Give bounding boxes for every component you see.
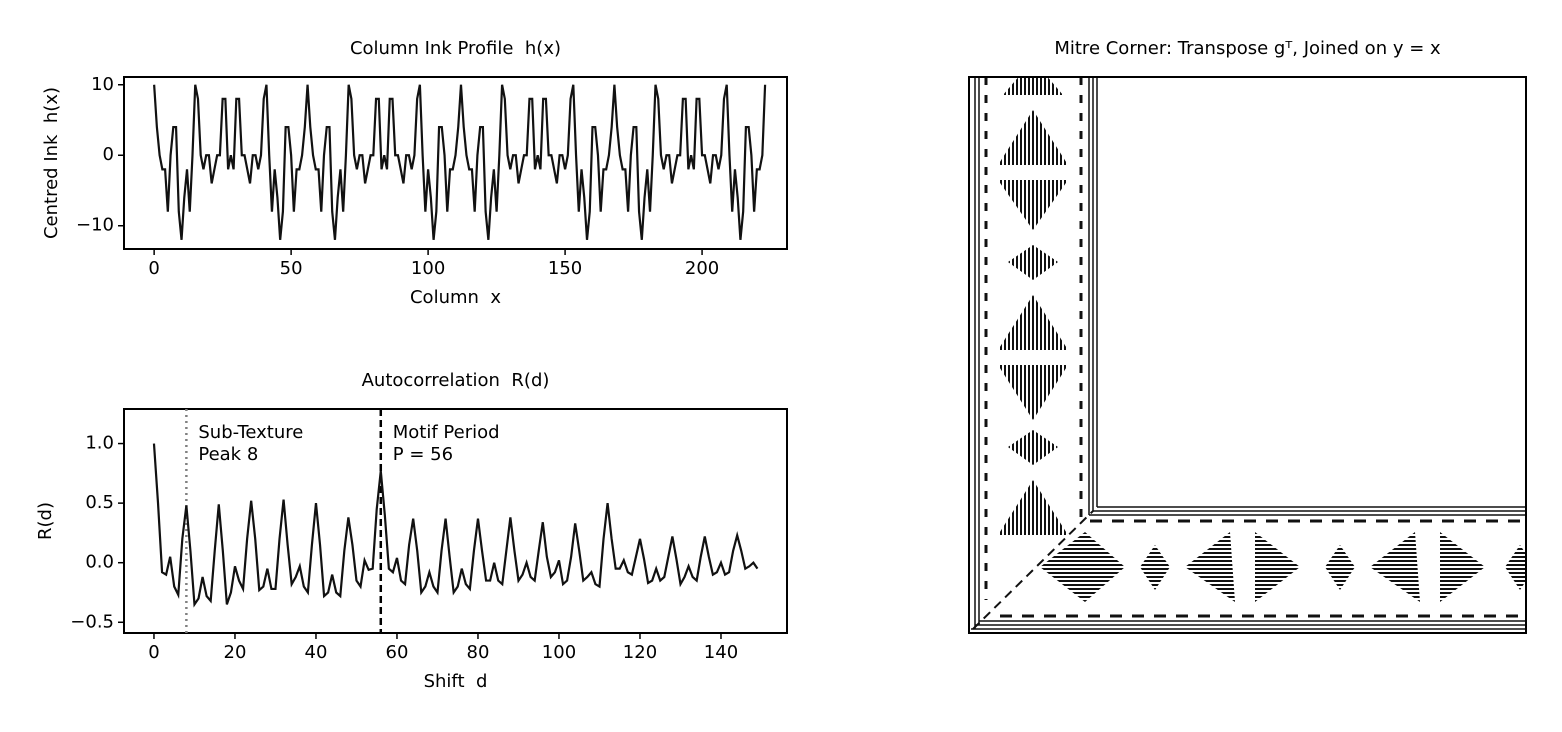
x-axis-label: Shift d bbox=[424, 671, 488, 692]
x-tick-label: 40 bbox=[305, 642, 328, 663]
x-tick-label: 20 bbox=[224, 642, 247, 663]
mitre-image bbox=[971, 77, 1526, 630]
x-tick-label: 0 bbox=[148, 258, 159, 279]
x-tick-label: 100 bbox=[542, 642, 576, 663]
x-tick-label: 80 bbox=[467, 642, 490, 663]
axes-frame bbox=[968, 76, 1527, 634]
y-tick-label: 0 bbox=[103, 144, 114, 165]
chart-title: Mitre Corner: Transpose gᵀ, Joined on y … bbox=[1054, 38, 1441, 59]
x-tick-label: 50 bbox=[280, 258, 303, 279]
data-line bbox=[153, 84, 767, 240]
annotation: Peak 8 bbox=[198, 444, 258, 465]
x-tick-label: 100 bbox=[411, 258, 445, 279]
x-tick-label: 140 bbox=[704, 642, 738, 663]
y-tick-label: 0.0 bbox=[85, 552, 114, 573]
x-tick-label: 120 bbox=[623, 642, 657, 663]
y-tick-label: 0.5 bbox=[85, 492, 114, 513]
y-tick-label: −0.5 bbox=[70, 611, 114, 632]
axes-frame bbox=[123, 76, 788, 250]
x-tick-label: 200 bbox=[685, 258, 719, 279]
x-tick-label: 60 bbox=[386, 642, 409, 663]
y-tick-label: 1.0 bbox=[85, 433, 114, 454]
chart-title: Column Ink Profile h(x) bbox=[350, 38, 561, 59]
y-axis-label: Centred Ink h(x) bbox=[41, 87, 62, 239]
axes-frame bbox=[123, 408, 788, 634]
annotation: Sub-Texture bbox=[198, 422, 303, 443]
annotation: P = 56 bbox=[393, 444, 453, 465]
x-axis-label: Column x bbox=[410, 287, 501, 308]
chart-title: Autocorrelation R(d) bbox=[362, 370, 550, 391]
y-tick-label: −10 bbox=[76, 215, 114, 236]
annotation: Motif Period bbox=[393, 422, 500, 443]
x-tick-label: 0 bbox=[148, 642, 159, 663]
x-tick-label: 150 bbox=[548, 258, 582, 279]
y-tick-label: 10 bbox=[91, 74, 114, 95]
y-axis-label: R(d) bbox=[35, 502, 56, 540]
data-line bbox=[152, 443, 759, 608]
